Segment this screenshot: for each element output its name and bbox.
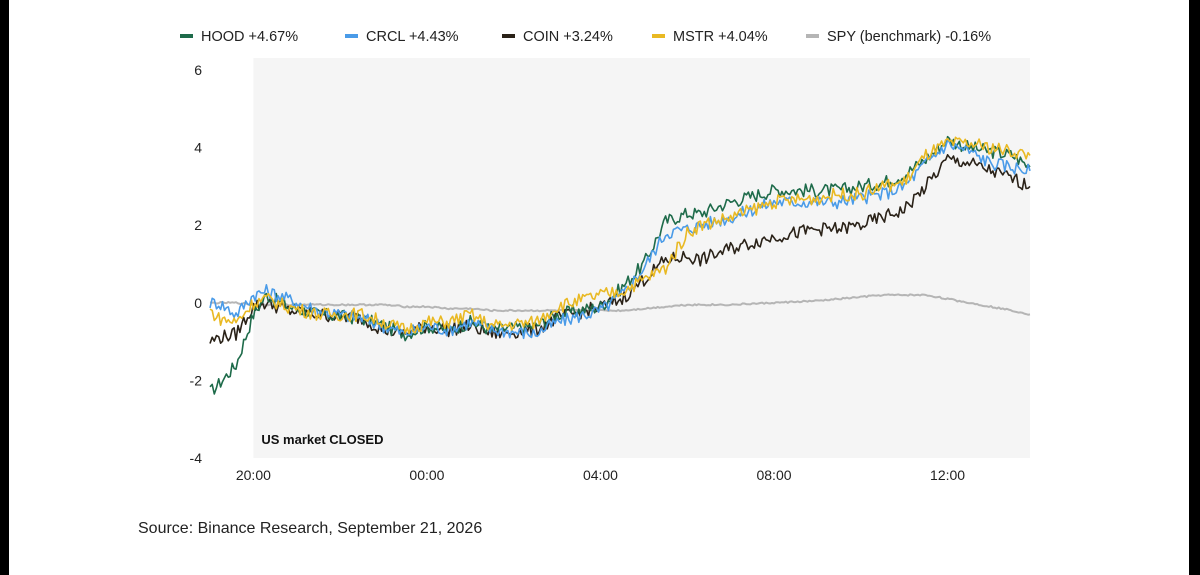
legend-label: COIN +3.24% — [523, 29, 613, 45]
series-line-spy — [209, 293, 1031, 316]
y-tick-label: 6 — [194, 62, 202, 78]
closed-market-region — [253, 58, 1031, 458]
legend-swatch — [652, 33, 665, 38]
legend-label: HOOD +4.67% — [201, 29, 299, 45]
closed-market-label: US market CLOSED — [261, 432, 383, 447]
x-tick-label: 20:00 — [236, 467, 271, 483]
series-line-mstr — [209, 136, 1031, 335]
x-tick-label: 00:00 — [409, 467, 444, 483]
source-note: Source: Binance Research, September 21, … — [138, 520, 483, 537]
legend-swatch — [345, 33, 358, 38]
y-tick-label: -2 — [190, 372, 203, 388]
legend-swatch — [180, 33, 193, 38]
legend-item: CRCL +4.43% — [345, 29, 459, 45]
x-tick-label: 12:00 — [930, 467, 965, 483]
legend-label: CRCL +4.43% — [366, 29, 459, 45]
legend-label: SPY (benchmark) -0.16% — [827, 29, 992, 45]
legend-item: HOOD +4.67% — [180, 29, 298, 45]
y-tick-label: -4 — [190, 450, 203, 466]
x-tick-label: 04:00 — [583, 467, 618, 483]
x-tick-label: 08:00 — [756, 467, 791, 483]
y-tick-label: 0 — [194, 295, 202, 311]
legend-swatch — [502, 33, 515, 38]
legend-label: MSTR +4.04% — [673, 29, 768, 45]
legend: HOOD +4.67% CRCL +4.43% COIN +3.24% MSTR +4… — [180, 29, 1050, 49]
y-tick-label: 2 — [194, 217, 202, 233]
legend-item: MSTR +4.04% — [652, 29, 768, 45]
legend-item: SPY (benchmark) -0.16% — [806, 29, 991, 45]
y-tick-label: 4 — [194, 140, 202, 156]
legend-swatch — [806, 33, 819, 38]
legend-item: COIN +3.24% — [502, 29, 613, 45]
